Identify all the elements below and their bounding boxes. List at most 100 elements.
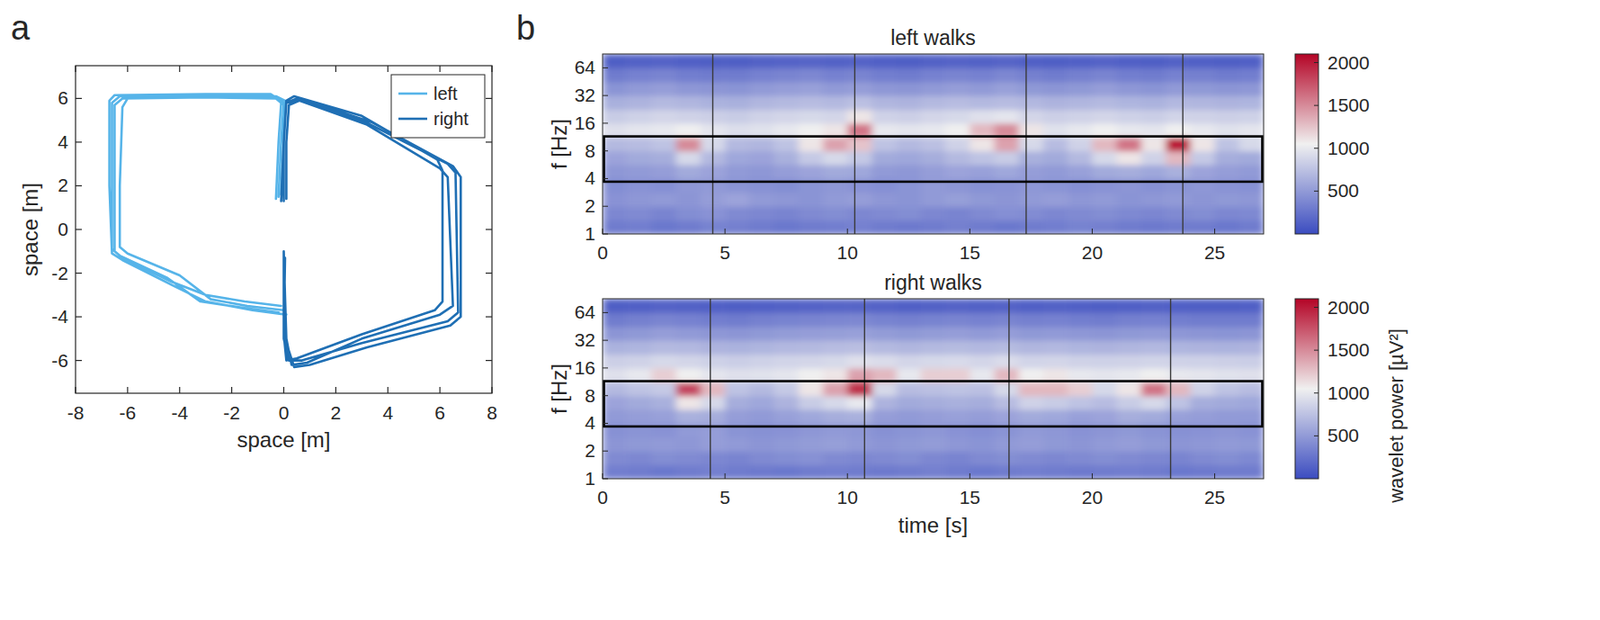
heatmap-cell <box>651 81 677 97</box>
heatmap-cell <box>774 464 800 479</box>
heatmap-cell <box>651 437 677 452</box>
heatmap-cell <box>1239 109 1264 125</box>
step-line <box>712 53 714 234</box>
heatmap-cell <box>774 326 800 341</box>
heatmap-cell <box>920 298 947 313</box>
heatmap-cell <box>1018 409 1045 424</box>
heatmap-cell <box>798 437 824 452</box>
heatmap-cell <box>724 81 751 97</box>
heatmap-cell <box>1215 312 1241 327</box>
heatmap-cell <box>774 67 800 82</box>
heatmap-cell <box>749 136 775 152</box>
heatmap-cells <box>602 298 1264 479</box>
heatmap-cell <box>1215 164 1241 179</box>
heatmap-cell <box>945 437 971 452</box>
x-tick <box>231 386 233 394</box>
x-tick-top <box>439 65 441 72</box>
heatmap-cell <box>822 437 849 452</box>
heatmap-cell <box>798 450 824 465</box>
x-tick-top <box>231 65 233 72</box>
heatmap-cell <box>749 192 775 207</box>
heatmap-cell <box>1141 354 1167 369</box>
heatmap-cell <box>724 339 751 355</box>
heatmap-cell <box>1018 67 1045 82</box>
heatmap-cell <box>602 220 628 234</box>
heatmap-cell <box>724 151 751 166</box>
y-tick-right <box>485 185 492 187</box>
y-tick <box>602 450 608 452</box>
heatmap-cell <box>871 53 897 69</box>
heatmap-cell <box>1239 53 1264 69</box>
heatmap-cell <box>1043 450 1069 465</box>
heatmap-cell <box>749 409 775 424</box>
heatmap-cell <box>969 354 995 369</box>
heatmap-cell <box>1189 109 1216 125</box>
heatmap-cell <box>1018 95 1045 110</box>
heatmap-cell <box>798 151 824 166</box>
heatmap-cell <box>847 136 873 152</box>
heatmap-cell <box>1215 95 1241 110</box>
heatmap-cell <box>896 312 922 327</box>
heatmap-cell <box>1018 312 1045 327</box>
heatmap-cell <box>1189 464 1216 479</box>
heatmap-cell <box>774 339 800 355</box>
heatmap-cell <box>749 53 775 69</box>
heatmap-cell <box>1141 326 1167 341</box>
heatmap-cell <box>822 298 849 313</box>
x-tick <box>1091 473 1093 479</box>
heatmap-cell <box>1215 205 1241 221</box>
heatmap-cell <box>1091 192 1118 207</box>
heatmap-cell <box>896 81 922 97</box>
x-tick <box>969 228 971 234</box>
heatmap-cell <box>1091 205 1118 221</box>
heatmap-cell <box>774 437 800 452</box>
heatmap-cell <box>1018 464 1045 479</box>
heatmap-cell <box>847 395 873 411</box>
axes-frame <box>75 65 492 394</box>
heatmap-cell <box>1117 151 1143 166</box>
heatmap-cell <box>774 164 800 179</box>
y-tick-label: 4 <box>584 167 596 188</box>
heatmap-cell <box>724 164 751 179</box>
heatmap-cell <box>602 312 628 327</box>
heatmap-cell <box>798 164 824 179</box>
panel-letter: b <box>516 8 536 47</box>
heatmap-cell <box>871 192 897 207</box>
heatmap-cell <box>1043 53 1069 69</box>
heatmap-cell <box>920 67 947 82</box>
y-tick-label: 4 <box>57 131 69 152</box>
y-tick-label: 0 <box>57 218 69 240</box>
heatmap-cell <box>871 409 897 424</box>
heatmap-cell <box>724 409 751 424</box>
y-tick <box>602 178 608 179</box>
x-tick <box>1214 228 1216 234</box>
y-tick-label: 2 <box>584 195 596 216</box>
heatmap-cell <box>602 298 628 313</box>
heatmap-cell <box>1189 205 1216 221</box>
heatmap-cell <box>602 339 628 355</box>
x-tick-label: 10 <box>837 486 859 508</box>
heatmap-cell <box>774 381 800 396</box>
heatmap-cell <box>1117 109 1143 125</box>
heatmap-cell <box>1215 464 1241 479</box>
heatmap-cell <box>1215 136 1241 152</box>
heatmap-cell <box>945 298 971 313</box>
heatmap-cell <box>822 151 849 166</box>
heatmap-cell <box>920 136 947 152</box>
heatmap-cell <box>724 450 751 465</box>
heatmap-cell <box>602 409 628 424</box>
heatmap-cell <box>847 164 873 179</box>
heatmap-cell <box>676 298 702 313</box>
heatmap-cell <box>1165 312 1191 327</box>
heatmap-cell <box>749 151 775 166</box>
colorbar-tick-label: 1500 <box>1327 339 1370 360</box>
heatmap-cell <box>920 81 947 97</box>
heatmap-cell <box>969 164 995 179</box>
heatmap-cell <box>749 354 775 369</box>
heatmap-cell <box>994 109 1020 125</box>
heatmap-cell <box>1117 450 1143 465</box>
x-tick <box>491 386 492 394</box>
heatmap-cell <box>1091 395 1118 411</box>
heatmap-cell <box>896 53 922 69</box>
heatmap-cell <box>1239 450 1264 465</box>
